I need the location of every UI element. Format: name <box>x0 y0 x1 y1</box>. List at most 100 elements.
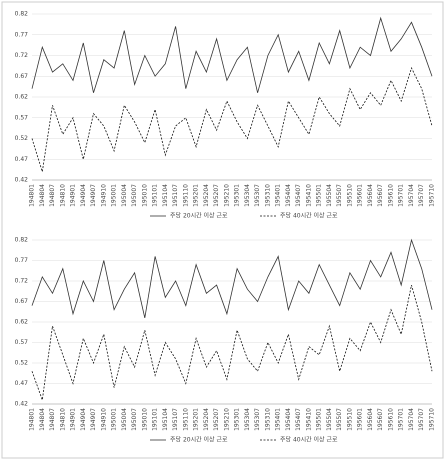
x-tick-label: 195507 <box>336 408 343 431</box>
x-tick-label: 195510 <box>346 184 353 207</box>
x-tick-label: 195104 <box>162 184 169 207</box>
x-tick-label: 195601 <box>357 184 364 207</box>
y-tick-label: 0.47 <box>15 380 29 387</box>
series-line <box>31 16 433 93</box>
series-line <box>31 284 433 401</box>
y-tick-label: 0.72 <box>15 278 29 285</box>
x-tick-label: 195607 <box>377 184 384 207</box>
legend-label: 주당 40시간 이상 근로 <box>280 212 338 220</box>
x-tick-label: 195501 <box>316 408 323 431</box>
y-tick-label: 0.52 <box>15 135 29 142</box>
x-tick-label: 195707 <box>418 408 425 431</box>
x-tick-label: 195601 <box>357 408 364 431</box>
x-tick-label: 195707 <box>418 184 425 207</box>
y-tick-label: 0.62 <box>15 319 29 326</box>
x-tick-label: 195504 <box>326 184 333 207</box>
y-tick-label: 0.42 <box>15 177 29 184</box>
x-tick-label: 195201 <box>193 184 200 207</box>
x-tick-label: 195107 <box>172 408 179 431</box>
x-tick-label: 195610 <box>387 184 394 207</box>
x-tick-label: 195604 <box>367 408 374 431</box>
x-tick-label: 195207 <box>213 184 220 207</box>
x-tick-label: 194910 <box>100 184 107 207</box>
x-tick-label: 195204 <box>203 408 210 431</box>
y-tick-label: 0.42 <box>15 401 29 408</box>
y-tick-label: 0.47 <box>15 156 29 163</box>
x-tick-label: 195407 <box>295 408 302 431</box>
x-tick-label: 195610 <box>387 408 394 431</box>
x-tick-label: 194804 <box>39 184 46 207</box>
x-tick-label: 195304 <box>244 408 251 431</box>
x-tick-label: 195710 <box>429 408 436 431</box>
x-tick-label: 195704 <box>408 408 415 431</box>
x-tick-label: 195501 <box>316 184 323 207</box>
x-tick-label: 195401 <box>275 408 282 431</box>
x-tick-label: 195210 <box>223 408 230 431</box>
x-tick-label: 194901 <box>70 408 77 431</box>
y-tick-label: 0.82 <box>15 11 29 18</box>
x-tick-label: 195001 <box>111 184 118 207</box>
x-tick-label: 195307 <box>254 184 261 207</box>
y-tick-label: 0.82 <box>15 237 29 244</box>
x-tick-label: 194904 <box>80 408 87 431</box>
x-tick-label: 195701 <box>398 184 405 207</box>
x-tick-label: 195410 <box>305 408 312 431</box>
x-tick-label: 195404 <box>285 184 292 207</box>
legend-label: 주당 20시간 이상 근로 <box>170 436 228 444</box>
x-tick-label: 195010 <box>141 184 148 207</box>
x-tick-label: 195004 <box>121 408 128 431</box>
y-tick-label: 0.62 <box>15 94 29 101</box>
x-tick-label: 195201 <box>193 408 200 431</box>
x-tick-label: 195101 <box>152 408 159 431</box>
x-tick-label: 195407 <box>295 184 302 207</box>
y-tick-label: 0.57 <box>15 114 29 121</box>
x-tick-label: 195204 <box>203 184 210 207</box>
x-tick-label: 195504 <box>326 408 333 431</box>
x-tick-label: 194810 <box>59 408 66 431</box>
x-tick-label: 195007 <box>131 408 138 431</box>
x-tick-label: 194801 <box>29 184 36 207</box>
x-tick-label: 194807 <box>49 408 56 431</box>
series-line <box>31 238 433 318</box>
x-tick-label: 195307 <box>254 408 261 431</box>
x-tick-label: 194810 <box>59 184 66 207</box>
x-tick-label: 195110 <box>182 184 189 207</box>
x-tick-label: 195704 <box>408 184 415 207</box>
legend-label: 주당 20시간 이상 근로 <box>170 212 228 220</box>
x-tick-label: 195110 <box>182 408 189 431</box>
y-tick-label: 0.72 <box>15 52 29 59</box>
x-tick-label: 195210 <box>223 184 230 207</box>
x-tick-label: 195604 <box>367 184 374 207</box>
y-tick-label: 0.67 <box>15 73 29 80</box>
x-tick-label: 194910 <box>100 408 107 431</box>
x-tick-label: 195107 <box>172 184 179 207</box>
x-tick-label: 195410 <box>305 184 312 207</box>
legend-label: 주당 40시간 이상 근로 <box>280 436 338 444</box>
y-tick-label: 0.57 <box>15 339 29 346</box>
x-tick-label: 195510 <box>346 408 353 431</box>
y-tick-label: 0.77 <box>15 257 29 264</box>
x-tick-label: 195104 <box>162 408 169 431</box>
x-tick-label: 195010 <box>141 408 148 431</box>
x-tick-label: 195404 <box>285 408 292 431</box>
x-tick-label: 195001 <box>111 408 118 431</box>
x-tick-label: 195007 <box>131 184 138 207</box>
x-tick-label: 195401 <box>275 184 282 207</box>
x-tick-label: 195310 <box>264 408 271 431</box>
x-tick-label: 195207 <box>213 408 220 431</box>
y-tick-label: 0.52 <box>15 360 29 367</box>
x-tick-label: 194904 <box>80 184 87 207</box>
x-tick-label: 195607 <box>377 408 384 431</box>
x-tick-label: 195710 <box>429 184 436 207</box>
x-tick-label: 195701 <box>398 408 405 431</box>
x-tick-label: 195507 <box>336 184 343 207</box>
x-tick-label: 195301 <box>234 408 241 431</box>
series-line <box>31 66 433 172</box>
x-tick-label: 195101 <box>152 184 159 207</box>
x-tick-label: 194804 <box>39 408 46 431</box>
x-tick-label: 195310 <box>264 184 271 207</box>
x-tick-label: 194907 <box>90 184 97 207</box>
x-tick-label: 195304 <box>244 184 251 207</box>
